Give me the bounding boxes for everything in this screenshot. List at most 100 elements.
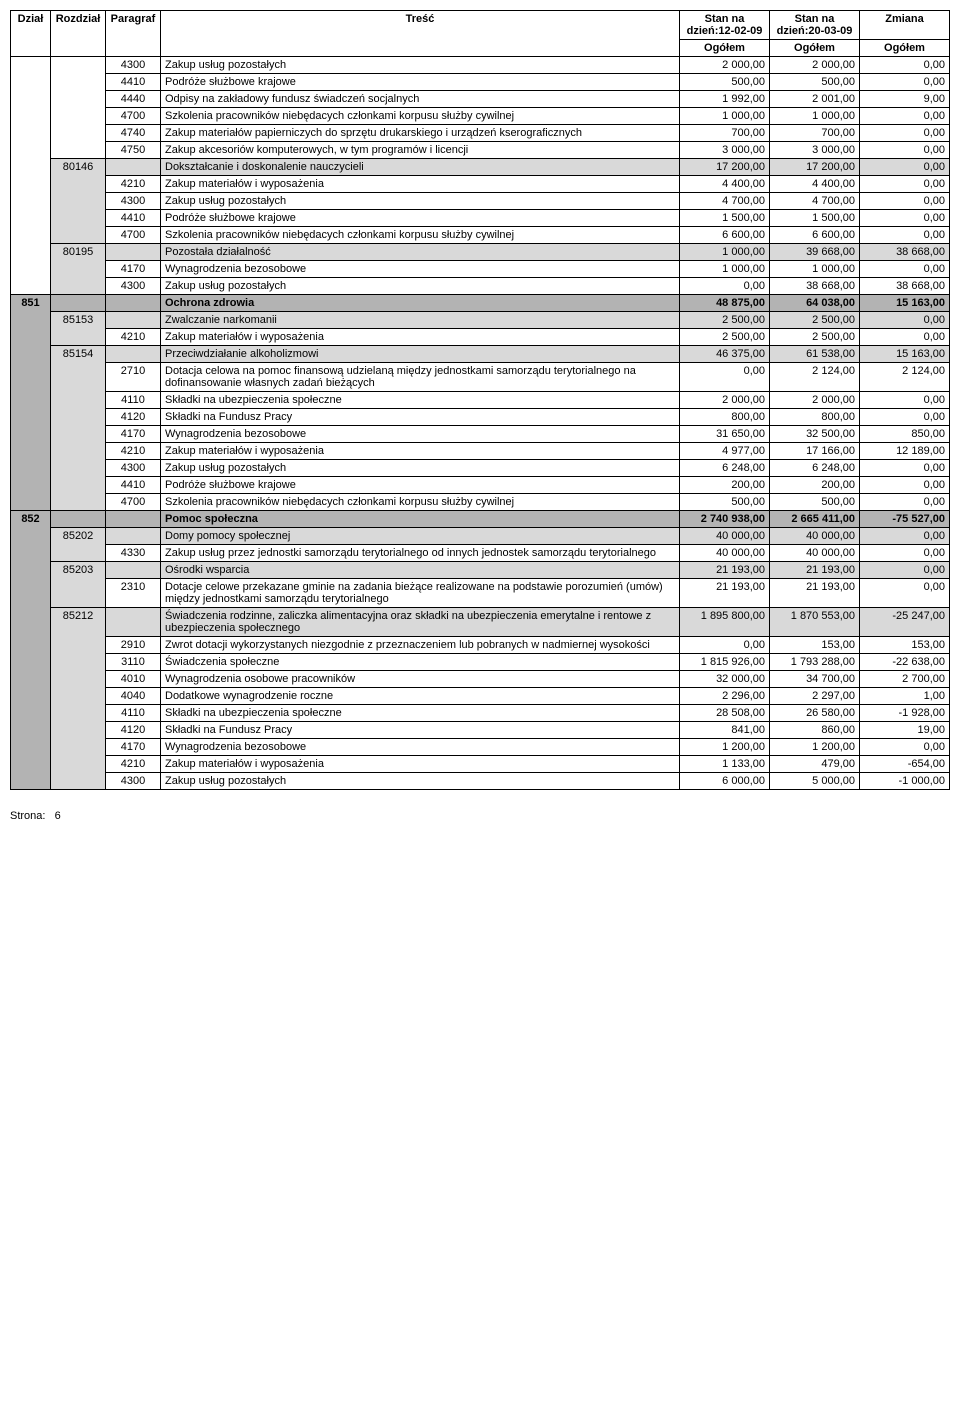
cell-value-2: 2 000,00 bbox=[770, 57, 860, 74]
table-row: 2910Zwrot dotacji wykorzystanych niezgod… bbox=[11, 637, 950, 654]
cell-value-1: 40 000,00 bbox=[680, 545, 770, 562]
cell-tresc: Podróże służbowe krajowe bbox=[161, 477, 680, 494]
cell-value-2: 39 668,00 bbox=[770, 244, 860, 261]
cell-value-3: 12 189,00 bbox=[860, 443, 950, 460]
cell-value-1: 4 700,00 bbox=[680, 193, 770, 210]
table-row: 85153Zwalczanie narkomanii2 500,002 500,… bbox=[11, 312, 950, 329]
cell-value-1: 32 000,00 bbox=[680, 671, 770, 688]
table-row: 4120Składki na Fundusz Pracy841,00860,00… bbox=[11, 722, 950, 739]
cell-value-2: 3 000,00 bbox=[770, 142, 860, 159]
cell-value-1: 1 500,00 bbox=[680, 210, 770, 227]
cell-value-3: 15 163,00 bbox=[860, 295, 950, 312]
cell-paragraf: 4410 bbox=[106, 210, 161, 227]
header-rozdzial: Rozdział bbox=[51, 11, 106, 57]
cell-value-2: 21 193,00 bbox=[770, 579, 860, 608]
cell-value-3: 0,00 bbox=[860, 312, 950, 329]
cell-paragraf bbox=[106, 608, 161, 637]
cell-rozdzial: 80146 bbox=[51, 159, 106, 244]
table-row: 2310Dotacje celowe przekazane gminie na … bbox=[11, 579, 950, 608]
cell-value-3: 9,00 bbox=[860, 91, 950, 108]
cell-value-3: -1 928,00 bbox=[860, 705, 950, 722]
cell-paragraf: 4700 bbox=[106, 108, 161, 125]
cell-value-3: 0,00 bbox=[860, 494, 950, 511]
cell-rozdzial bbox=[51, 511, 106, 528]
cell-paragraf bbox=[106, 244, 161, 261]
cell-tresc: Szkolenia pracowników niebędacych członk… bbox=[161, 227, 680, 244]
cell-tresc: Odpisy na zakładowy fundusz świadczeń so… bbox=[161, 91, 680, 108]
cell-value-2: 800,00 bbox=[770, 409, 860, 426]
cell-paragraf: 4300 bbox=[106, 278, 161, 295]
table-row: 4300Zakup usług pozostałych6 000,005 000… bbox=[11, 773, 950, 790]
cell-value-1: 200,00 bbox=[680, 477, 770, 494]
cell-tresc: Przeciwdziałanie alkoholizmowi bbox=[161, 346, 680, 363]
cell-paragraf: 4300 bbox=[106, 773, 161, 790]
cell-tresc: Zakup usług pozostałych bbox=[161, 278, 680, 295]
cell-value-2: 34 700,00 bbox=[770, 671, 860, 688]
cell-value-1: 2 000,00 bbox=[680, 392, 770, 409]
header-zmiana: Zmiana bbox=[860, 11, 950, 40]
table-row: 4300Zakup usług pozostałych0,0038 668,00… bbox=[11, 278, 950, 295]
table-header: Dział Rozdział Paragraf Treść Stan na dz… bbox=[11, 11, 950, 57]
table-row: 4210Zakup materiałów i wyposażenia4 977,… bbox=[11, 443, 950, 460]
cell-value-3: 0,00 bbox=[860, 57, 950, 74]
cell-value-2: 26 580,00 bbox=[770, 705, 860, 722]
cell-paragraf bbox=[106, 312, 161, 329]
cell-value-2: 2 500,00 bbox=[770, 329, 860, 346]
cell-value-3: 153,00 bbox=[860, 637, 950, 654]
cell-rozdzial: 80195 bbox=[51, 244, 106, 295]
table-row: 4740Zakup materiałów papierniczych do sp… bbox=[11, 125, 950, 142]
cell-paragraf: 2910 bbox=[106, 637, 161, 654]
cell-value-1: 3 000,00 bbox=[680, 142, 770, 159]
cell-paragraf bbox=[106, 528, 161, 545]
cell-value-3: 0,00 bbox=[860, 562, 950, 579]
table-row: 4110Składki na ubezpieczenia społeczne2 … bbox=[11, 392, 950, 409]
cell-value-2: 2 500,00 bbox=[770, 312, 860, 329]
cell-paragraf: 4040 bbox=[106, 688, 161, 705]
cell-value-2: 6 600,00 bbox=[770, 227, 860, 244]
cell-value-2: 6 248,00 bbox=[770, 460, 860, 477]
cell-value-3: -25 247,00 bbox=[860, 608, 950, 637]
cell-value-3: 0,00 bbox=[860, 142, 950, 159]
cell-value-3: 0,00 bbox=[860, 579, 950, 608]
table-row: 4440Odpisy na zakładowy fundusz świadcze… bbox=[11, 91, 950, 108]
cell-value-2: 2 665 411,00 bbox=[770, 511, 860, 528]
cell-value-2: 1 200,00 bbox=[770, 739, 860, 756]
cell-tresc: Zakup usług przez jednostki samorządu te… bbox=[161, 545, 680, 562]
cell-paragraf: 4410 bbox=[106, 477, 161, 494]
table-row: 4170Wynagrodzenia bezosobowe31 650,0032 … bbox=[11, 426, 950, 443]
cell-value-3: -654,00 bbox=[860, 756, 950, 773]
table-row: 85202Domy pomocy społecznej40 000,0040 0… bbox=[11, 528, 950, 545]
table-row: 4300Zakup usług pozostałych4 700,004 700… bbox=[11, 193, 950, 210]
cell-tresc: Ośrodki wsparcia bbox=[161, 562, 680, 579]
cell-value-3: 0,00 bbox=[860, 261, 950, 278]
cell-rozdzial bbox=[51, 295, 106, 312]
table-row: 4210Zakup materiałów i wyposażenia1 133,… bbox=[11, 756, 950, 773]
cell-value-2: 40 000,00 bbox=[770, 528, 860, 545]
table-row: 851Ochrona zdrowia48 875,0064 038,0015 1… bbox=[11, 295, 950, 312]
table-row: 4210Zakup materiałów i wyposażenia2 500,… bbox=[11, 329, 950, 346]
cell-value-2: 700,00 bbox=[770, 125, 860, 142]
cell-value-1: 40 000,00 bbox=[680, 528, 770, 545]
cell-paragraf: 4410 bbox=[106, 74, 161, 91]
cell-value-3: 0,00 bbox=[860, 125, 950, 142]
cell-paragraf: 4120 bbox=[106, 409, 161, 426]
cell-value-3: 0,00 bbox=[860, 227, 950, 244]
cell-paragraf: 4300 bbox=[106, 57, 161, 74]
table-row: 4700Szkolenia pracowników niebędacych cz… bbox=[11, 227, 950, 244]
cell-tresc: Pozostała działalność bbox=[161, 244, 680, 261]
cell-value-1: 1 000,00 bbox=[680, 261, 770, 278]
cell-value-2: 17 166,00 bbox=[770, 443, 860, 460]
cell-value-3: -75 527,00 bbox=[860, 511, 950, 528]
cell-tresc: Wynagrodzenia osobowe pracowników bbox=[161, 671, 680, 688]
cell-value-1: 1 992,00 bbox=[680, 91, 770, 108]
cell-value-1: 1 895 800,00 bbox=[680, 608, 770, 637]
table-row: 4410Podróże służbowe krajowe500,00500,00… bbox=[11, 74, 950, 91]
table-row: 4700Szkolenia pracowników niebędacych cz… bbox=[11, 108, 950, 125]
table-row: 4010Wynagrodzenia osobowe pracowników32 … bbox=[11, 671, 950, 688]
cell-value-2: 500,00 bbox=[770, 74, 860, 91]
header-dzial: Dział bbox=[11, 11, 51, 57]
cell-value-3: 2 700,00 bbox=[860, 671, 950, 688]
cell-value-2: 21 193,00 bbox=[770, 562, 860, 579]
cell-value-2: 200,00 bbox=[770, 477, 860, 494]
cell-tresc: Zakup materiałów i wyposażenia bbox=[161, 443, 680, 460]
